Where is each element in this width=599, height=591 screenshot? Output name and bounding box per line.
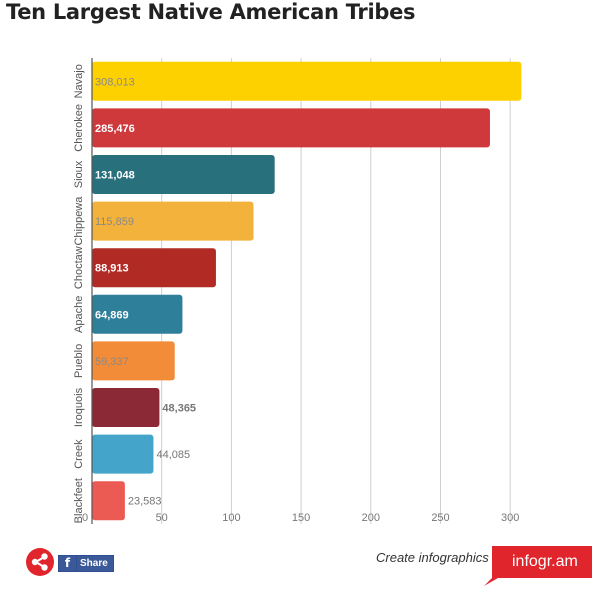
category-label: Cherokee (73, 104, 85, 152)
value-label: 48,365 (162, 403, 196, 415)
x-tick-label: 250 (431, 512, 449, 524)
value-label: 308,013 (95, 76, 135, 88)
bar (92, 248, 216, 288)
chart-title: Ten Largest Native American Tribes (6, 0, 416, 24)
bar-chart: 0 50 100 150 200 250 300 Navajo 308,013 Cherokee 2… (73, 58, 522, 524)
category-label: Blackfeet (73, 478, 85, 523)
value-label: 44,085 (156, 449, 190, 461)
category-label: Choctaw (73, 246, 85, 289)
brand-badge-shape (484, 546, 592, 586)
category-label: Pueblo (73, 344, 85, 378)
value-label: 285,476 (95, 123, 135, 135)
brand-name: infogr.am (512, 553, 578, 570)
facebook-share-button[interactable]: f Share (58, 555, 114, 572)
bar (92, 201, 254, 241)
value-label: 88,913 (95, 263, 129, 275)
value-label: 23,583 (128, 496, 162, 508)
x-tick-label: 100 (222, 512, 240, 524)
value-label: 59,337 (95, 356, 129, 368)
bar (92, 481, 125, 521)
x-tick-label: 150 (292, 512, 310, 524)
bar (92, 434, 154, 474)
bar (92, 388, 160, 427)
x-tick-label: 200 (362, 512, 380, 524)
x-tick-label: 300 (501, 512, 519, 524)
value-label: 64,869 (95, 309, 129, 321)
bar (92, 155, 275, 194)
bar (92, 61, 522, 101)
category-label: Sioux (73, 160, 85, 188)
value-label: 115,859 (95, 216, 134, 228)
facebook-share-label: Share (80, 558, 108, 569)
infogram-logo[interactable]: infogr.am (484, 546, 592, 586)
share-button[interactable] (26, 548, 54, 576)
category-label: Chippewa (73, 196, 85, 246)
category-label: Iroquois (73, 387, 85, 427)
facebook-icon: f (59, 556, 77, 571)
value-label: 131,048 (95, 170, 135, 182)
category-label: Navajo (73, 64, 85, 98)
x-tick-label: 50 (156, 512, 168, 524)
category-label: Apache (73, 296, 85, 333)
bar (92, 294, 183, 334)
share-icon (31, 553, 48, 571)
x-tick-label: 0 (82, 512, 88, 524)
create-infographics-link[interactable]: Create infographics (376, 550, 489, 565)
bar (92, 108, 490, 148)
bar (92, 341, 175, 381)
category-label: Creek (73, 439, 85, 469)
